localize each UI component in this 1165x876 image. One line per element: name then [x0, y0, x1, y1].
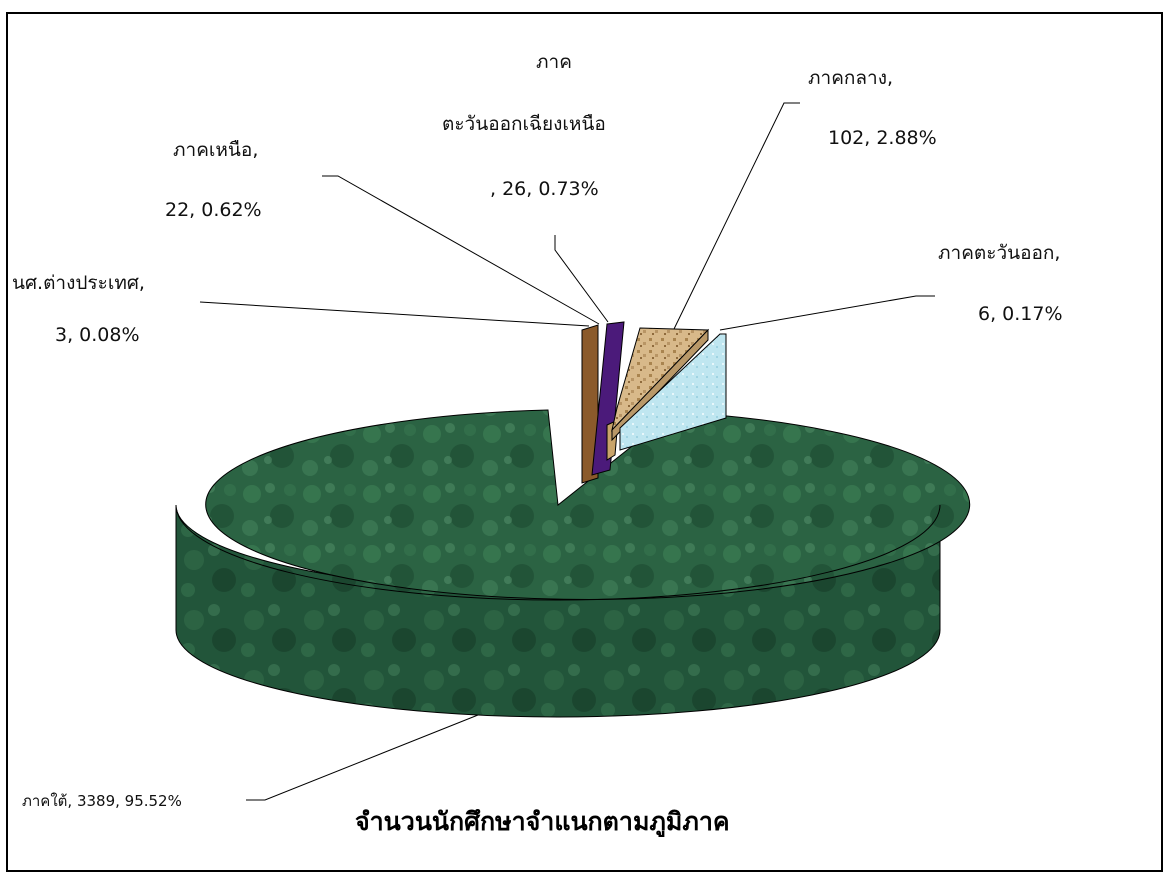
pie-slice-foreign: [581, 324, 599, 484]
pie-slice-south: [175, 409, 971, 718]
label-northeast-line2: ตะวันออกเฉียงเหนือ: [442, 113, 606, 135]
chart-title: จำนวนนักศึกษาจำแนกตามภูมิภาค: [355, 807, 730, 838]
label-northeast-value: , 26, 0.73%: [490, 178, 599, 200]
label-south: ภาคใต้, 3389, 95.52%: [22, 792, 182, 810]
leader-central: [673, 102, 800, 330]
leader-south: [246, 714, 479, 801]
leader-foreign: [199, 301, 590, 327]
label-foreign-value: 3, 0.08%: [55, 324, 140, 346]
pie-slice-north: [591, 321, 625, 476]
label-north-name: ภาคเหนือ,: [173, 139, 258, 161]
leader-north: [322, 175, 600, 325]
leader-east: [719, 295, 935, 331]
leader-northeast: [554, 235, 609, 323]
label-east-name: ภาคตะวันออก,: [938, 242, 1060, 264]
label-east-value: 6, 0.17%: [978, 303, 1063, 325]
label-northeast-line1: ภาค: [536, 51, 572, 73]
label-central-name: ภาคกลาง,: [808, 67, 893, 89]
pie-slice-east: [619, 333, 727, 451]
label-north-value: 22, 0.62%: [165, 199, 262, 221]
label-central-value: 102, 2.88%: [828, 127, 937, 149]
label-foreign-name: นศ.ต่างประเทศ,: [12, 272, 145, 294]
